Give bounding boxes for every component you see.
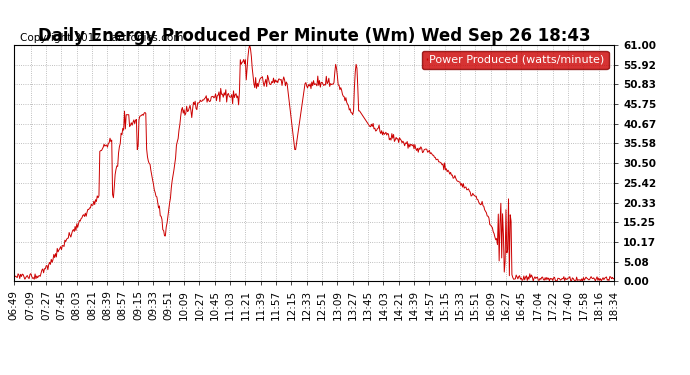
Legend: Power Produced (watts/minute): Power Produced (watts/minute) bbox=[422, 51, 609, 69]
Title: Daily Energy Produced Per Minute (Wm) Wed Sep 26 18:43: Daily Energy Produced Per Minute (Wm) We… bbox=[38, 27, 590, 45]
Text: Copyright 2012 Cartronics.com: Copyright 2012 Cartronics.com bbox=[20, 33, 183, 43]
